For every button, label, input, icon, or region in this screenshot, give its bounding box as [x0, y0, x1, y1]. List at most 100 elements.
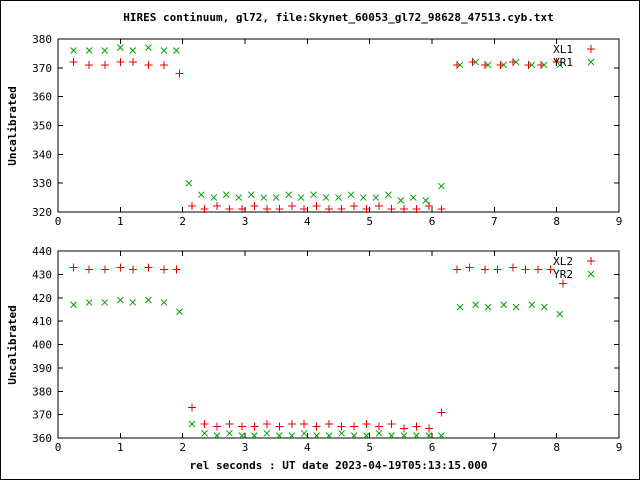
data-point-cross — [85, 299, 93, 306]
data-point-cross — [512, 58, 520, 66]
data-point-cross — [210, 194, 218, 201]
data-point-cross — [250, 432, 258, 440]
y-tick-label: 390 — [32, 362, 52, 375]
data-point-cross — [422, 197, 430, 204]
data-point-cross — [300, 429, 308, 437]
data-point-cross — [360, 194, 367, 201]
data-point-cross — [388, 432, 395, 440]
data-point-cross — [325, 432, 333, 440]
y-tick-label: 370 — [32, 409, 52, 422]
plot-border — [57, 38, 620, 213]
data-point-cross — [484, 303, 492, 311]
data-point-cross — [500, 61, 508, 69]
data-point-cross — [226, 429, 233, 437]
data-point-cross — [145, 44, 152, 52]
data-point-cross — [160, 47, 168, 54]
data-point-cross — [188, 420, 196, 428]
legend-label: XL2 — [553, 255, 573, 268]
data-point-cross — [484, 61, 492, 69]
data-point-cross — [145, 296, 152, 304]
data-point-cross — [363, 432, 370, 440]
data-point-cross — [397, 197, 405, 204]
x-axis-label: rel seconds : UT date 2023-04-19T05:13:1… — [189, 459, 488, 472]
data-point-cross — [285, 191, 292, 199]
data-point-cross — [456, 61, 464, 69]
x-tick-label: 0 — [55, 215, 62, 228]
x-tick-label: 1 — [117, 441, 124, 454]
data-point-cross — [338, 429, 345, 437]
x-tick-label: 7 — [491, 215, 498, 228]
data-point-cross — [350, 432, 358, 440]
data-point-cross — [310, 191, 317, 199]
chart-title: HIRES continuum, gl72, file:Skynet_60053… — [123, 11, 554, 24]
data-point-cross — [247, 191, 255, 199]
data-point-cross — [372, 194, 380, 201]
x-tick-label: 7 — [491, 441, 498, 454]
data-point-cross — [556, 61, 564, 69]
legend-label: XL1 — [553, 43, 573, 56]
data-point-cross — [347, 191, 355, 199]
data-point-cross — [400, 432, 408, 440]
y-tick-label: 330 — [32, 177, 52, 190]
y-tick-label: 420 — [32, 292, 52, 305]
x-tick-label: 6 — [429, 441, 436, 454]
data-point-cross — [85, 47, 93, 54]
data-point-cross — [129, 299, 137, 306]
data-point-cross — [500, 301, 508, 309]
data-point-cross — [173, 47, 180, 54]
x-tick-label: 8 — [553, 215, 560, 228]
legend-marker — [587, 58, 595, 66]
y-tick-label: 400 — [32, 339, 52, 352]
y-tick-label: 320 — [32, 206, 52, 219]
data-point-cross — [472, 301, 479, 309]
x-tick-label: 5 — [366, 441, 373, 454]
data-point-cross — [101, 299, 109, 306]
data-point-cross — [437, 182, 445, 190]
data-point-cross — [335, 194, 342, 201]
data-point-cross — [437, 432, 445, 440]
x-tick-label: 1 — [117, 215, 124, 228]
data-point-cross — [322, 194, 330, 201]
y-tick-label: 350 — [32, 120, 52, 133]
legend-label: YR2 — [553, 268, 573, 281]
data-point-cross — [409, 194, 417, 201]
x-tick-label: 3 — [242, 441, 249, 454]
x-tick-label: 3 — [242, 215, 249, 228]
x-tick-label: 6 — [429, 215, 436, 228]
y-tick-label: 380 — [32, 33, 52, 46]
y-tick-label: 340 — [32, 148, 52, 161]
y-tick-label: 440 — [32, 245, 52, 258]
data-point-cross — [160, 299, 168, 306]
x-tick-label: 8 — [553, 441, 560, 454]
data-point-cross — [288, 432, 296, 440]
data-point-cross — [540, 61, 548, 69]
data-point-cross — [556, 310, 564, 318]
data-point-cross — [272, 194, 280, 201]
x-tick-label: 2 — [179, 215, 186, 228]
data-point-cross — [116, 44, 124, 52]
y-tick-label: 430 — [32, 268, 52, 281]
data-point-cross — [512, 303, 520, 311]
y-tick-label: 360 — [32, 432, 52, 445]
x-tick-label: 0 — [55, 441, 62, 454]
data-point-cross — [263, 429, 271, 437]
data-point-cross — [116, 296, 124, 304]
legend-label: YR1 — [553, 56, 573, 69]
data-point-cross — [176, 308, 183, 316]
data-point-cross — [70, 47, 77, 54]
y-tick-label: 360 — [32, 91, 52, 104]
data-point-cross — [101, 47, 109, 54]
data-point-cross — [238, 432, 246, 440]
data-point-cross — [425, 432, 433, 440]
y-tick-label: 410 — [32, 315, 52, 328]
data-point-cross — [198, 191, 205, 199]
data-point-cross — [375, 429, 383, 437]
data-point-cross — [260, 194, 268, 201]
data-point-cross — [540, 303, 548, 311]
data-point-cross — [385, 191, 392, 199]
data-point-cross — [201, 429, 208, 437]
data-point-cross — [70, 301, 77, 309]
x-tick-label: 2 — [179, 441, 186, 454]
x-tick-label: 5 — [366, 215, 373, 228]
